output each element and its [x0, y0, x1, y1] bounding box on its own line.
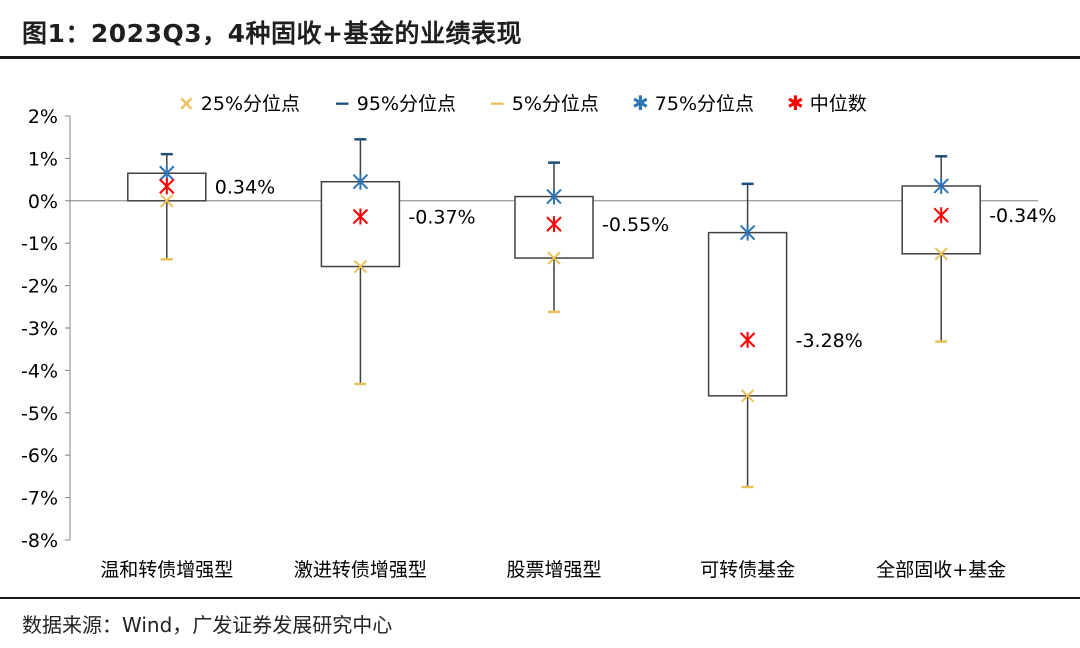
category-label: 温和转债增强型	[100, 559, 233, 581]
y-tick-label: 1%	[28, 148, 58, 170]
source-divider	[0, 597, 1080, 599]
median-label: -3.28%	[796, 330, 863, 352]
median-label: 0.34%	[215, 176, 275, 198]
median-label: -0.34%	[989, 205, 1056, 227]
y-tick-label: -8%	[21, 530, 58, 552]
cross-icon: ×	[178, 90, 195, 115]
median-label: -0.37%	[408, 206, 475, 228]
dash-icon: −	[489, 90, 506, 115]
category-label: 激进转债增强型	[294, 559, 427, 581]
legend-label-p95: 95%分位点	[356, 93, 456, 115]
legend-item-p95: − 95%分位点	[334, 89, 456, 116]
p25-marker	[740, 389, 755, 403]
legend-label-median: 中位数	[809, 93, 867, 115]
legend-item-p25: × 25%分位点	[178, 89, 300, 116]
median-label: -0.55%	[602, 214, 669, 236]
legend-label-p25: 25%分位点	[200, 93, 300, 115]
p25-marker	[547, 251, 561, 265]
asterisk-icon: ✱	[632, 90, 649, 115]
y-tick-label: -3%	[21, 318, 58, 340]
y-tick-label: -6%	[21, 445, 58, 467]
y-tick-label: -2%	[21, 276, 58, 298]
title-divider	[0, 56, 1080, 59]
p25-marker	[160, 194, 174, 208]
y-tick-label: 2%	[28, 106, 58, 128]
p25-marker	[934, 247, 948, 261]
chart-title: 图1：2023Q3，4种固收+基金的业绩表现	[22, 19, 522, 48]
legend-label-p5: 5%分位点	[511, 93, 599, 115]
y-tick-label: -4%	[21, 360, 58, 382]
y-tick-label: -1%	[21, 233, 58, 255]
dash-icon: −	[334, 90, 351, 115]
legend-item-p5: − 5%分位点	[489, 89, 599, 116]
source-note: 数据来源：Wind，广发证券发展研究中心	[22, 613, 393, 637]
category-label: 可转债基金	[700, 559, 795, 581]
iqr-box	[707, 231, 788, 397]
y-tick-label: -5%	[21, 403, 58, 425]
p25-marker	[353, 259, 368, 274]
legend-item-p75: ✱ 75%分位点	[632, 89, 754, 116]
y-tick-label: 0%	[28, 191, 58, 213]
legend-item-median: ✱ 中位数	[787, 89, 867, 116]
y-tick-label: -7%	[21, 488, 58, 510]
asterisk-icon: ✱	[787, 90, 804, 115]
box-plot: 2% 1% 0% -1% -2% -3% -4% -5% -6% -7% -8% 0.34% 温和转债增…	[21, 106, 1056, 581]
category-label: 全部固收+基金	[876, 559, 1006, 581]
category-label: 股票增强型	[506, 559, 601, 581]
legend-label-p75: 75%分位点	[654, 93, 754, 115]
